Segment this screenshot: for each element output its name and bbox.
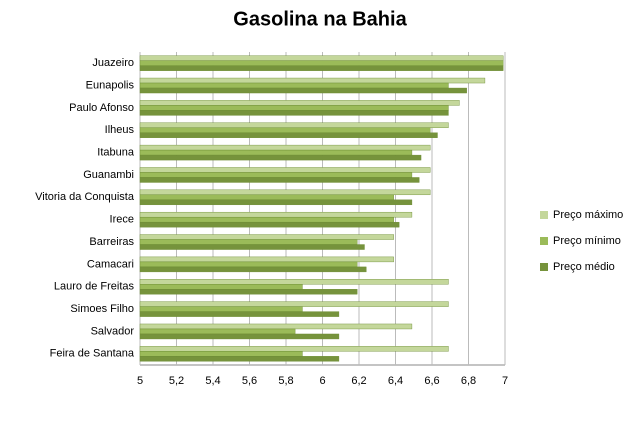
bar (139, 216, 394, 223)
bar (139, 333, 340, 340)
bar (139, 328, 296, 335)
bar (139, 55, 504, 61)
bar (139, 306, 303, 312)
bar (139, 289, 358, 295)
legend-swatch (540, 211, 548, 219)
y-tick-label: Guanambi (83, 169, 134, 181)
bar (139, 105, 449, 111)
bar (139, 167, 431, 173)
x-tick-label: 6 (319, 375, 325, 387)
bar (139, 199, 413, 206)
y-tick-label: Paulo Afonso (69, 102, 134, 114)
x-tick-label: 6,6 (424, 375, 439, 387)
y-tick-label: Camacari (87, 258, 134, 270)
x-tick-label: 5,8 (278, 375, 293, 387)
y-tick-label: Irece (110, 214, 134, 226)
bar (139, 211, 413, 218)
legend-swatch (540, 263, 548, 271)
x-tick-label: 6,2 (351, 375, 366, 387)
y-tick-label: Juazeiro (92, 57, 134, 69)
bar (139, 234, 394, 240)
y-tick-label: Salvador (91, 325, 135, 337)
bar (139, 77, 486, 84)
y-tick-label: Itabuna (97, 147, 135, 159)
bar (139, 356, 340, 362)
bar (139, 256, 394, 263)
bar (139, 122, 449, 128)
y-tick-label: Vitoria da Conquista (35, 191, 135, 203)
x-tick-label: 7 (502, 375, 508, 387)
bar (139, 87, 467, 94)
bar (139, 65, 504, 71)
chart-title: Gasolina na Bahia (233, 8, 407, 30)
y-tick-label: Ilheus (105, 124, 135, 136)
bar (139, 244, 365, 250)
y-tick-label: Feira de Santana (50, 348, 135, 360)
bar (139, 177, 420, 183)
bar (139, 301, 449, 307)
legend-label: Preço máximo (553, 209, 623, 221)
legend-label: Preço mínimo (553, 235, 621, 247)
y-tick-label: Simoes Filho (70, 303, 134, 315)
bar (139, 149, 413, 156)
bar (139, 323, 413, 330)
y-tick-label: Eunapolis (86, 79, 135, 91)
x-tick-label: 5,2 (169, 375, 184, 387)
bar (139, 154, 422, 161)
bar (139, 346, 449, 352)
bar (139, 266, 367, 273)
y-tick-label: Barreiras (89, 236, 134, 248)
x-tick-label: 5 (137, 375, 143, 387)
x-tick-label: 6,8 (461, 375, 476, 387)
x-tick-label: 5,6 (242, 375, 257, 387)
x-tick-label: 6,4 (388, 375, 403, 387)
bar (139, 261, 358, 268)
bar (139, 100, 460, 106)
x-tick-label: 5,4 (205, 375, 220, 387)
bar (139, 110, 449, 116)
bar (139, 221, 400, 228)
y-tick-label: Lauro de Freitas (54, 281, 135, 293)
bar (139, 284, 303, 290)
bar (139, 239, 358, 245)
bar (139, 60, 504, 66)
bar (139, 351, 303, 357)
legend-swatch (540, 237, 548, 245)
bar (139, 279, 449, 285)
bar (139, 127, 431, 133)
bar (139, 172, 413, 178)
bar (139, 194, 394, 201)
bar (139, 82, 449, 89)
bar (139, 144, 431, 151)
bar (139, 132, 438, 138)
legend-label: Preço médio (553, 261, 615, 273)
bar (139, 189, 431, 196)
bar (139, 311, 340, 317)
